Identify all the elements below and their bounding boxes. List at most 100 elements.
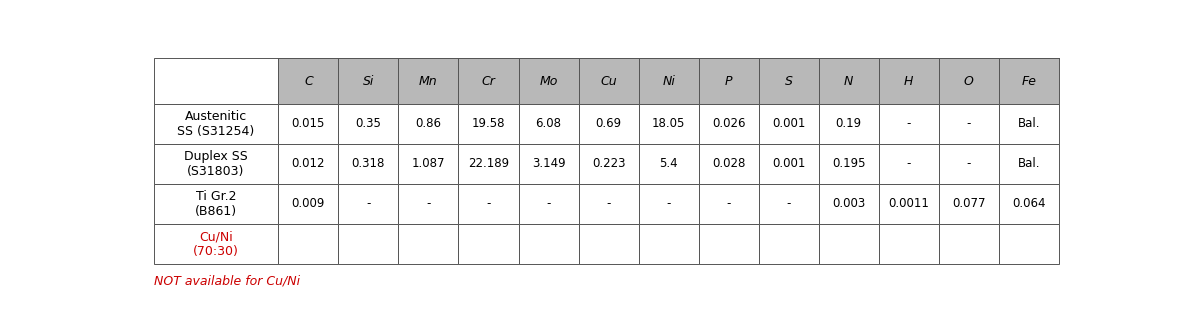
- Text: Mo: Mo: [539, 75, 558, 88]
- Text: Austenitic
SS (S31254): Austenitic SS (S31254): [178, 110, 255, 138]
- Bar: [154, 104, 278, 144]
- Text: -: -: [486, 198, 491, 210]
- Text: 6.08: 6.08: [535, 117, 561, 130]
- Bar: [339, 58, 398, 104]
- Text: 0.19: 0.19: [836, 117, 862, 130]
- Text: Mn: Mn: [420, 75, 437, 88]
- Text: 0.003: 0.003: [832, 198, 865, 210]
- Text: 5.4: 5.4: [659, 157, 678, 170]
- Bar: [398, 58, 459, 104]
- Text: 0.001: 0.001: [772, 117, 806, 130]
- Bar: [459, 58, 519, 104]
- Bar: [639, 58, 699, 104]
- Text: 0.0011: 0.0011: [888, 198, 930, 210]
- Bar: [339, 144, 398, 184]
- Text: -: -: [907, 117, 911, 130]
- Text: H: H: [905, 75, 913, 88]
- Text: -: -: [607, 198, 610, 210]
- Text: NOT available for Cu/Ni: NOT available for Cu/Ni: [154, 275, 299, 288]
- Bar: [278, 184, 339, 224]
- Bar: [154, 224, 278, 264]
- Text: Ni: Ni: [663, 75, 675, 88]
- Text: -: -: [787, 198, 791, 210]
- Bar: [578, 58, 639, 104]
- Text: Ti Gr.2
(B861): Ti Gr.2 (B861): [195, 190, 237, 218]
- Text: 0.69: 0.69: [596, 117, 622, 130]
- Bar: [758, 184, 819, 224]
- Bar: [519, 104, 578, 144]
- Bar: [639, 224, 699, 264]
- Bar: [819, 224, 879, 264]
- Bar: [999, 104, 1058, 144]
- Text: 0.026: 0.026: [712, 117, 745, 130]
- Bar: [639, 104, 699, 144]
- Bar: [999, 224, 1058, 264]
- Bar: [699, 184, 758, 224]
- Bar: [154, 58, 278, 104]
- Bar: [519, 144, 578, 184]
- Bar: [819, 104, 879, 144]
- Text: -: -: [967, 117, 971, 130]
- Text: N: N: [844, 75, 853, 88]
- Bar: [819, 184, 879, 224]
- Text: 1.087: 1.087: [411, 157, 445, 170]
- Bar: [879, 224, 939, 264]
- Text: 0.028: 0.028: [712, 157, 745, 170]
- Bar: [639, 184, 699, 224]
- Bar: [339, 104, 398, 144]
- Bar: [398, 144, 459, 184]
- Text: P: P: [725, 75, 732, 88]
- Bar: [699, 58, 758, 104]
- Text: 0.009: 0.009: [292, 198, 325, 210]
- Text: 0.318: 0.318: [352, 157, 385, 170]
- Bar: [699, 144, 758, 184]
- Text: -: -: [427, 198, 430, 210]
- Text: -: -: [967, 157, 971, 170]
- Bar: [459, 144, 519, 184]
- Bar: [578, 184, 639, 224]
- Text: Fe: Fe: [1022, 75, 1036, 88]
- Text: Bal.: Bal.: [1018, 157, 1041, 170]
- Text: 0.077: 0.077: [952, 198, 986, 210]
- Bar: [999, 144, 1058, 184]
- Bar: [939, 224, 999, 264]
- Bar: [639, 144, 699, 184]
- Bar: [459, 224, 519, 264]
- Bar: [519, 184, 578, 224]
- Text: Si: Si: [362, 75, 374, 88]
- Bar: [699, 104, 758, 144]
- Bar: [519, 224, 578, 264]
- Text: -: -: [666, 198, 671, 210]
- Bar: [278, 58, 339, 104]
- Bar: [879, 144, 939, 184]
- Bar: [879, 184, 939, 224]
- Bar: [398, 184, 459, 224]
- Text: S: S: [784, 75, 793, 88]
- Text: 0.015: 0.015: [292, 117, 325, 130]
- Bar: [519, 58, 578, 104]
- Bar: [999, 58, 1058, 104]
- Text: -: -: [907, 157, 911, 170]
- Bar: [939, 58, 999, 104]
- Text: Cr: Cr: [482, 75, 496, 88]
- Bar: [758, 144, 819, 184]
- Text: 0.35: 0.35: [355, 117, 381, 130]
- Bar: [819, 58, 879, 104]
- Bar: [939, 104, 999, 144]
- Text: Cu/Ni
(70:30): Cu/Ni (70:30): [193, 230, 238, 258]
- Text: C: C: [304, 75, 312, 88]
- Bar: [758, 104, 819, 144]
- Text: Cu: Cu: [601, 75, 617, 88]
- Text: 18.05: 18.05: [652, 117, 685, 130]
- Bar: [939, 144, 999, 184]
- Text: 22.189: 22.189: [468, 157, 509, 170]
- Bar: [578, 224, 639, 264]
- Bar: [758, 224, 819, 264]
- Bar: [879, 58, 939, 104]
- Text: 0.223: 0.223: [592, 157, 626, 170]
- Text: -: -: [546, 198, 551, 210]
- Bar: [879, 104, 939, 144]
- Bar: [939, 184, 999, 224]
- Bar: [154, 184, 278, 224]
- Text: 19.58: 19.58: [472, 117, 505, 130]
